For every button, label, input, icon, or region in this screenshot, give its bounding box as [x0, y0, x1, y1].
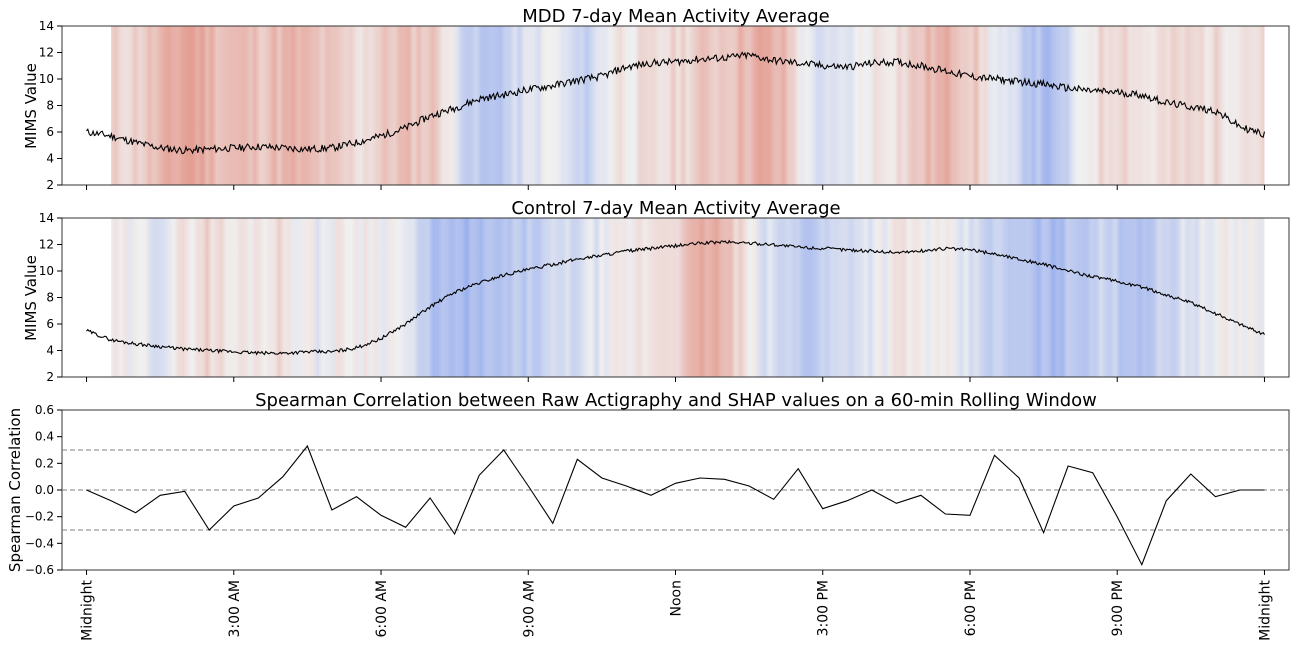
shap-heatmap-strip: [111, 26, 1265, 185]
control-panel: Control 7-day Mean Activity Average MIMS…: [22, 198, 1290, 384]
x-tick-label: Midnight: [80, 579, 96, 640]
control-ylabel: MIMS Value: [22, 255, 40, 341]
y-tick-label: 4: [46, 344, 54, 358]
x-tick-label: 3:00 AM: [227, 580, 243, 638]
y-tick-label: −0.2: [25, 510, 54, 524]
y-tick-label: 6: [46, 125, 54, 139]
y-tick-label: 14: [39, 211, 54, 225]
activity-series-line: [86, 239, 1265, 356]
y-tick-label: 6: [46, 317, 54, 331]
y-tick-label: 8: [46, 291, 54, 305]
y-tick-label: 12: [39, 46, 54, 60]
x-tick-label: 3:00 PM: [816, 580, 832, 636]
correlation-series-line: [86, 444, 1265, 567]
x-tick-label: Noon: [669, 580, 685, 616]
y-tick-label: 14: [39, 19, 54, 33]
mdd-title: MDD 7-day Mean Activity Average: [522, 6, 829, 27]
y-tick-label: −0.4: [25, 536, 54, 550]
y-tick-label: 2: [46, 178, 54, 192]
y-tick-label: 0.4: [35, 430, 54, 444]
y-tick-label: 0.6: [35, 403, 54, 417]
activity-series-line: [86, 51, 1266, 155]
correlation-panel: Spearman Correlation between Raw Actigra…: [6, 390, 1290, 577]
x-tick-label: 9:00 PM: [1110, 580, 1126, 636]
y-tick-label: 0.0: [35, 483, 54, 497]
y-tick-label: 2: [46, 370, 54, 384]
x-tick-label: 6:00 AM: [374, 580, 390, 638]
x-axis: Midnight 3:00 AM 6:00 AM 9:00 AM Noon 3:00 PM…: [80, 185, 1273, 641]
mdd-ylabel: MIMS Value: [22, 63, 40, 149]
mdd-panel: MDD 7-day Mean Activity Average MIMS Val…: [22, 6, 1290, 192]
y-tick-label: −0.6: [25, 563, 54, 577]
y-tick-label: 10: [39, 264, 54, 278]
y-tick-label: 4: [46, 152, 54, 166]
correlation-title: Spearman Correlation between Raw Actigra…: [255, 390, 1097, 411]
control-title: Control 7-day Mean Activity Average: [511, 198, 840, 219]
y-tick-label: 12: [39, 238, 54, 252]
y-tick-label: 10: [39, 72, 54, 86]
y-tick-label: 8: [46, 99, 54, 113]
y-tick-label: 0.2: [35, 456, 54, 470]
x-tick-label: 6:00 PM: [963, 580, 979, 636]
x-tick-label: 9:00 AM: [521, 580, 537, 638]
x-tick-label: Midnight: [1257, 579, 1273, 640]
correlation-ylabel: Spearman Correlation: [6, 408, 24, 572]
